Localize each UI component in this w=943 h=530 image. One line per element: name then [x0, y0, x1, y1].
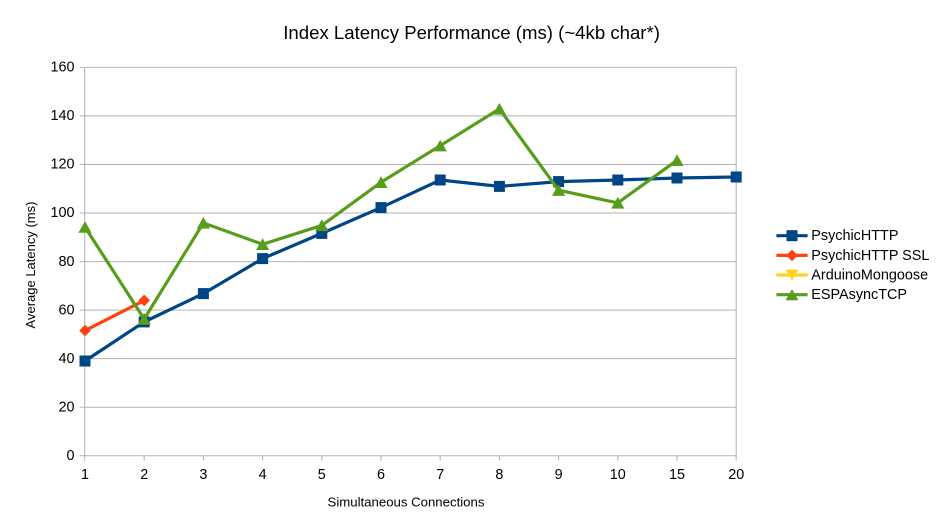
svg-text:ESPAsyncTCP: ESPAsyncTCP: [811, 287, 907, 303]
svg-text:4: 4: [259, 467, 267, 483]
svg-text:40: 40: [58, 351, 74, 367]
svg-text:0: 0: [66, 448, 74, 464]
svg-text:2: 2: [140, 467, 148, 483]
svg-text:120: 120: [50, 157, 74, 173]
svg-text:15: 15: [669, 467, 685, 483]
svg-text:6: 6: [377, 467, 385, 483]
svg-text:ArduinoMongoose: ArduinoMongoose: [811, 268, 928, 284]
svg-text:Simultaneous Connections: Simultaneous Connections: [328, 495, 485, 510]
svg-text:80: 80: [58, 254, 74, 270]
svg-text:1: 1: [81, 467, 89, 483]
svg-text:PsychicHTTP SSL: PsychicHTTP SSL: [811, 248, 929, 264]
svg-text:3: 3: [199, 467, 207, 483]
svg-text:9: 9: [555, 467, 563, 483]
svg-text:10: 10: [610, 467, 626, 483]
svg-text:Average Latency (ms): Average Latency (ms): [23, 202, 38, 329]
svg-text:140: 140: [50, 108, 74, 124]
svg-text:60: 60: [58, 302, 74, 318]
svg-text:160: 160: [50, 60, 74, 76]
svg-text:20: 20: [728, 467, 744, 483]
svg-text:Index Latency Performance (ms): Index Latency Performance (ms) (~4kb cha…: [283, 22, 660, 43]
svg-text:5: 5: [318, 467, 326, 483]
svg-text:7: 7: [436, 467, 444, 483]
svg-text:100: 100: [50, 205, 74, 221]
svg-text:8: 8: [495, 467, 503, 483]
svg-text:20: 20: [58, 399, 74, 415]
svg-text:PsychicHTTP: PsychicHTTP: [811, 228, 898, 244]
